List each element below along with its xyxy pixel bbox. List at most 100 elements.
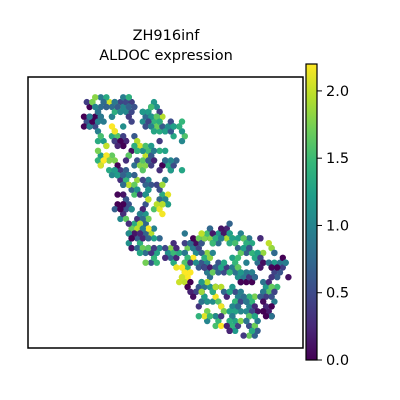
scatter-point [195,313,202,320]
scatter-point [125,240,132,247]
scatter-point [108,123,116,130]
scatter-point [223,293,230,300]
scatter-point [254,249,261,257]
scatter-point [148,259,155,266]
scatter-point [128,118,135,125]
scatter-point [120,94,127,101]
scatter-point [131,230,138,237]
scatter-point [198,288,205,295]
scatter-point [206,283,214,291]
scatter-point [220,230,228,237]
scatter-point [100,157,107,164]
scatter-point [223,264,230,271]
scatter-point [271,288,278,295]
scatter-point [251,303,258,310]
scatter-point [268,283,275,291]
scatter-point [120,123,127,130]
scatter-point [237,288,244,295]
scatter-point [201,235,208,242]
scatter-point [170,133,177,140]
scatter-point [136,162,144,169]
scatter-point [145,235,152,242]
scatter-point [240,293,247,300]
scatter-point [136,142,144,150]
scatter-point [226,220,233,227]
scatter-point [243,269,250,276]
scatter-point [136,230,144,237]
scatter-point [162,196,169,203]
scatter-point [201,264,208,271]
scatter-point [106,167,113,174]
scatter-point [170,123,177,130]
scatter-point [122,167,130,174]
scatter-point [176,123,183,130]
scatter-point [89,118,96,125]
colorbar-tick-label: 2.0 [326,84,349,100]
scatter-point [184,244,191,252]
scatter-point [201,283,208,291]
scatter-point [246,303,253,310]
scatter-point [257,264,264,271]
scatter-point [92,103,99,111]
scatter-point [142,201,149,208]
scatter-point [131,181,138,188]
scatter-point [201,313,208,320]
scatter-point [265,278,272,286]
scatter-point [234,293,242,300]
scatter-point [257,293,264,300]
scatter-point [117,167,124,174]
scatter-point [100,137,107,145]
scatter-point [257,254,264,261]
scatter-point [248,240,256,247]
scatter-point [212,235,219,242]
scatter-point [97,133,105,140]
scatter-point [131,191,138,198]
scatter-point [246,332,253,339]
scatter-point [260,288,267,295]
scatter-point [215,317,222,325]
scatter-point [164,201,172,208]
scatter-point [159,210,166,218]
scatter-point [159,181,166,188]
scatter-point [243,240,250,247]
scatter-point [145,215,152,223]
scatter-point [209,249,216,257]
scatter-point [142,123,149,130]
scatter-point [195,264,202,271]
scatter-point [120,191,127,198]
scatter-point [229,322,236,330]
scatter-point [176,278,183,286]
scatter-point [111,128,119,135]
colorbar-tick-label: 0.0 [326,353,349,369]
scatter-point [125,94,132,101]
scatter-point [125,181,132,188]
scatter-point [226,317,233,325]
scatter-point [139,215,146,223]
scatter-point [111,167,119,174]
scatter-point [159,123,166,130]
scatter-point [223,235,230,242]
scatter-point [187,288,194,295]
scatter-point [178,128,186,135]
scatter-point [268,313,275,320]
scatter-point [150,118,158,125]
scatter-point [148,123,155,130]
scatter-point [114,133,121,140]
scatter-point [150,244,158,252]
scatter-point [254,308,261,315]
scatter-point [243,317,250,325]
scatter-point [120,171,127,179]
scatter-point [142,142,149,150]
scatter-point [229,303,236,310]
scatter-point [148,162,155,169]
scatter-point [232,259,239,266]
scatter-point [260,278,267,286]
scatter-point [187,269,194,276]
scatter-point [198,298,205,305]
scatter-point [120,142,127,150]
scatter-point [148,230,155,237]
scatter-point [204,317,211,325]
scatter-point [271,249,278,257]
scatter-point [142,162,149,169]
scatter-point [100,118,107,125]
